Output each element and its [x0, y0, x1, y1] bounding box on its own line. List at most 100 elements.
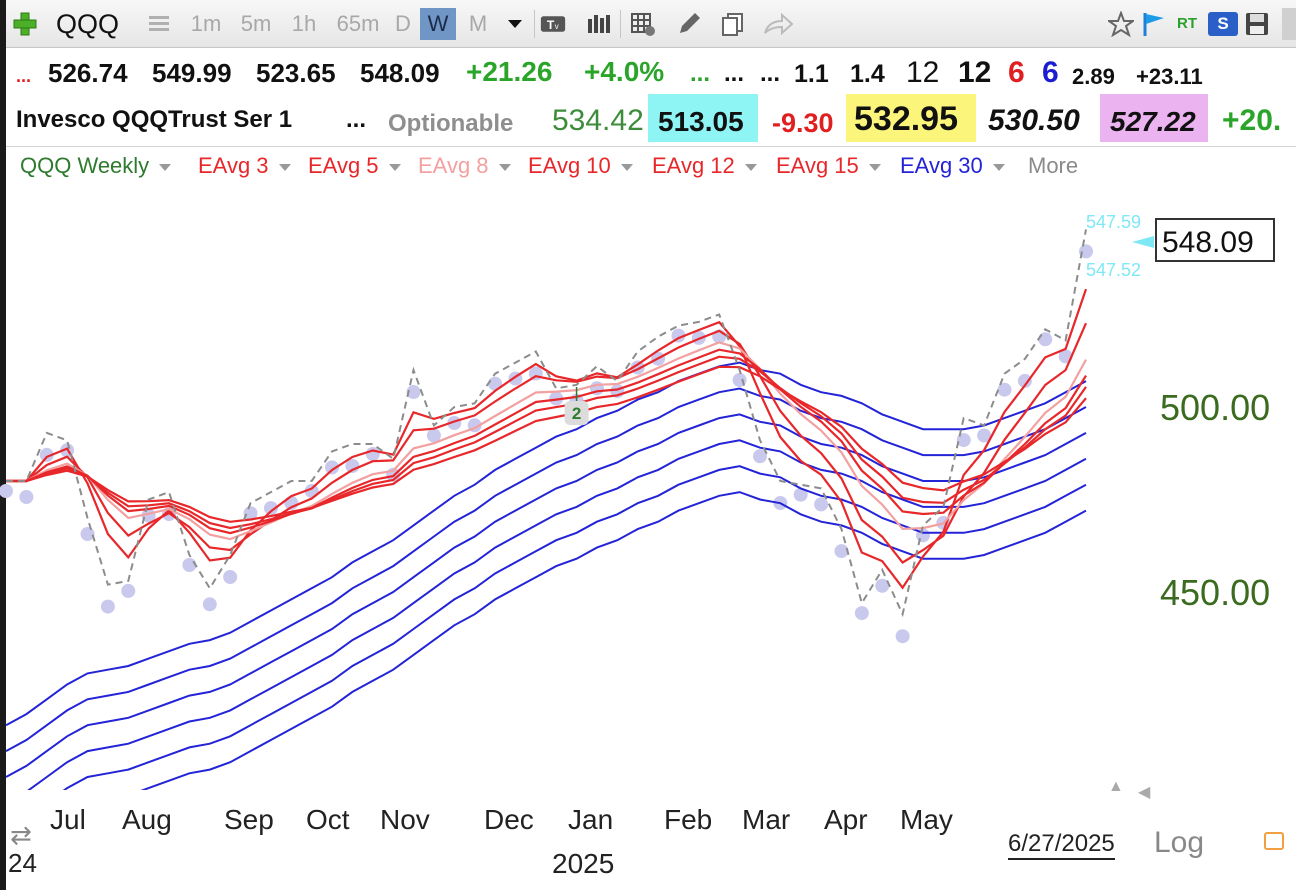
price-dot — [325, 460, 340, 475]
dot-layer — [0, 244, 1093, 644]
security-name: Invesco QQQTrust Ser 1 — [16, 106, 293, 133]
price-chart[interactable]: 2 450.00 500.00 547.59 547.52 548.09 — [0, 186, 1296, 790]
price-dot — [100, 599, 115, 614]
value-plus-23-11: +23.11 — [1136, 64, 1203, 89]
chevron-down-icon[interactable] — [278, 163, 291, 171]
legend-qqq-weekly[interactable]: QQQ Weekly — [20, 153, 172, 179]
eavg-blue-line-5 — [140, 491, 1087, 790]
open-value: 526.74 — [48, 58, 128, 88]
grid-settings-icon[interactable] — [630, 11, 656, 37]
quote-row-1: ... 526.74 549.99 523.65 548.09 +21.26 +… — [6, 48, 1296, 96]
legend-eavg30[interactable]: EAvg 30 — [900, 153, 1005, 179]
price-pointer-icon — [1132, 236, 1154, 248]
price-dot — [80, 527, 95, 541]
marker-label: 2 — [572, 404, 581, 423]
month-label-may: May — [900, 804, 953, 835]
legend-eavg3[interactable]: EAvg 3 — [198, 153, 291, 179]
chevron-down-icon[interactable] — [992, 163, 1005, 171]
chevron-down-icon[interactable] — [388, 163, 401, 171]
price-dot — [0, 484, 13, 498]
eavg-blue-line-2 — [5, 413, 1087, 778]
value-534-42: 534.42 — [552, 104, 644, 137]
scroll-left-icon[interactable]: ⇄ — [10, 820, 32, 850]
interval-5m[interactable]: 5m — [240, 11, 272, 36]
chevron-down-icon[interactable] — [159, 163, 172, 171]
legend-more[interactable]: More — [1028, 153, 1079, 178]
share-arrow-icon[interactable] — [762, 11, 794, 37]
value-12-plain: 12 — [906, 56, 940, 89]
chevron-down-icon[interactable] — [744, 163, 757, 171]
eavg-12-line — [6, 355, 1087, 530]
bar-chart-icon[interactable] — [586, 11, 612, 37]
toolbar-divider — [620, 10, 621, 38]
rt-label[interactable]: RT — [1177, 15, 1197, 32]
eavg-8-line — [6, 341, 1087, 541]
month-label-feb: Feb — [664, 804, 713, 835]
legend-label: EAvg 10 — [528, 153, 611, 178]
chevron-down-icon[interactable] — [498, 163, 511, 171]
interval-m[interactable]: M — [468, 11, 488, 36]
legend-label: EAvg 5 — [308, 153, 379, 178]
close-value: 548.09 — [360, 58, 440, 88]
eavg-blue-line-0 — [5, 361, 1087, 727]
s-button[interactable]: S — [1208, 12, 1238, 36]
interval-d[interactable]: D — [395, 11, 411, 36]
marker-badge — [564, 401, 589, 425]
toolbar-divider — [534, 10, 535, 38]
optionable-label: Optionable — [388, 110, 514, 137]
scrollbar[interactable] — [1282, 8, 1296, 40]
month-label-oct: Oct — [306, 804, 350, 835]
legend-eavg8[interactable]: EAvg 8 — [418, 153, 511, 179]
legend-label: EAvg 8 — [418, 153, 489, 178]
flag-icon[interactable] — [1140, 11, 1166, 37]
y-tick-label: 450.00 — [1160, 572, 1270, 613]
cyan-label-high: 547.59 — [1086, 212, 1141, 232]
price-dot — [365, 447, 380, 461]
legend-label: EAvg 30 — [900, 153, 983, 178]
high-value: 549.99 — [152, 58, 232, 88]
price-dot — [243, 506, 258, 521]
symbol-label[interactable]: QQQ — [56, 9, 120, 39]
legend-label: EAvg 12 — [652, 153, 735, 178]
star-icon[interactable] — [1108, 11, 1134, 37]
dots-3: ... — [760, 60, 781, 87]
change-pct-value: +4.0% — [584, 56, 665, 87]
y-tick-label: 500.00 — [1160, 387, 1270, 428]
copy-icon[interactable] — [720, 11, 746, 37]
legend-label: QQQ Weekly — [20, 153, 150, 178]
left-arrow-icon[interactable]: ◀ — [1138, 784, 1151, 801]
chevron-down-icon[interactable] — [868, 163, 881, 171]
eavg-blue-line-4 — [62, 465, 1087, 790]
price-layer: 2 — [6, 229, 1087, 618]
date-label[interactable]: 6/27/2025 — [1008, 830, 1115, 860]
price-dot — [895, 629, 910, 644]
price-dot — [875, 578, 890, 593]
legend-eavg15[interactable]: EAvg 15 — [776, 153, 881, 179]
interval-w[interactable]: W — [420, 8, 456, 40]
price-dot — [406, 385, 421, 399]
log-toggle[interactable]: Log — [1154, 826, 1205, 859]
legend-eavg5[interactable]: EAvg 5 — [308, 153, 401, 179]
up-arrow-icon[interactable]: ▲ — [1108, 778, 1124, 795]
value-2-89: 2.89 — [1072, 64, 1115, 89]
legend-eavg10[interactable]: EAvg 10 — [528, 153, 633, 179]
chevron-down-icon[interactable] — [502, 11, 528, 37]
chart-type-icon[interactable]: T v — [540, 11, 566, 37]
pencil-icon[interactable] — [676, 11, 702, 37]
interval-1m[interactable]: 1m — [190, 11, 222, 36]
toolbar: QQQ 1m 5m 1h 65m D W M T v RT S — [6, 0, 1296, 48]
dots-2: ... — [724, 60, 745, 87]
cyan-label-low: 547.52 — [1086, 260, 1141, 280]
legend-eavg12[interactable]: EAvg 12 — [652, 153, 757, 179]
add-symbol-icon[interactable] — [12, 11, 38, 37]
eavg-blue-line-1 — [5, 387, 1087, 752]
interval-1h[interactable]: 1h — [291, 11, 317, 36]
month-label-sep: Sep — [224, 804, 274, 835]
settings-icon[interactable] — [1264, 832, 1284, 850]
current-price-label: 548.09 — [1162, 226, 1254, 259]
name-dots: ... — [346, 106, 367, 133]
list-icon[interactable] — [146, 11, 172, 37]
interval-65m[interactable]: 65m — [336, 11, 380, 36]
chevron-down-icon[interactable] — [620, 163, 633, 171]
save-icon[interactable] — [1244, 11, 1270, 37]
